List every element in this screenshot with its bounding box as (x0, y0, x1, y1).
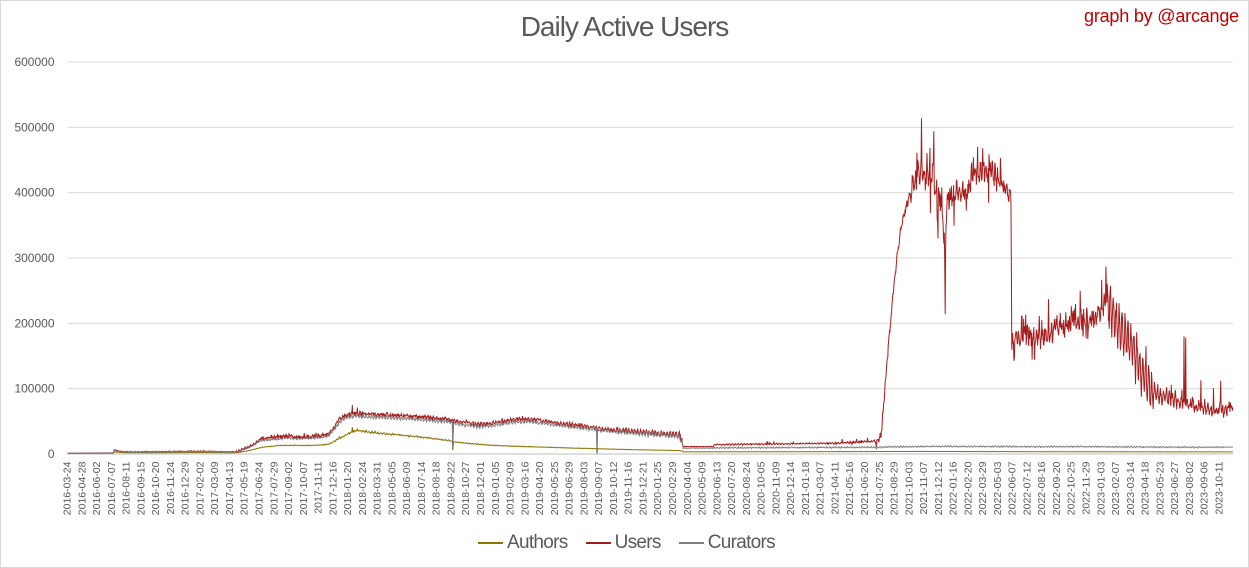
svg-text:2019-11-16: 2019-11-16 (623, 461, 635, 514)
svg-text:2021-03-07: 2021-03-07 (815, 461, 827, 515)
svg-text:600000: 600000 (14, 55, 54, 69)
svg-text:2016-04-28: 2016-04-28 (76, 461, 88, 515)
svg-text:2022-05-03: 2022-05-03 (992, 461, 1004, 515)
svg-text:2017-10-07: 2017-10-07 (298, 461, 310, 515)
svg-text:2021-07-25: 2021-07-25 (874, 461, 886, 515)
svg-text:2023-09-06: 2023-09-06 (1199, 461, 1211, 515)
svg-text:2021-08-29: 2021-08-29 (889, 461, 901, 515)
svg-text:2022-10-25: 2022-10-25 (1066, 461, 1078, 515)
svg-text:2020-02-29: 2020-02-29 (667, 461, 679, 515)
svg-text:100000: 100000 (14, 382, 54, 396)
svg-text:2017-02-02: 2017-02-02 (194, 461, 206, 515)
svg-text:2018-02-24: 2018-02-24 (357, 461, 369, 515)
svg-text:2018-08-18: 2018-08-18 (431, 461, 443, 515)
svg-text:2018-01-20: 2018-01-20 (342, 461, 354, 515)
svg-text:2020-11-09: 2020-11-09 (770, 461, 782, 514)
svg-text:300000: 300000 (14, 251, 54, 265)
svg-text:500000: 500000 (14, 120, 54, 134)
svg-text:2023-08-02: 2023-08-02 (1184, 461, 1196, 515)
svg-text:2017-03-09: 2017-03-09 (209, 461, 221, 515)
svg-text:2022-11-29: 2022-11-29 (1081, 461, 1093, 514)
svg-text:2023-01-03: 2023-01-03 (1095, 461, 1107, 515)
svg-text:2022-03-29: 2022-03-29 (977, 461, 989, 515)
svg-text:2016-07-07: 2016-07-07 (106, 461, 118, 515)
svg-text:2023-06-27: 2023-06-27 (1169, 461, 1181, 515)
svg-text:2021-12-12: 2021-12-12 (933, 461, 945, 515)
svg-text:2021-06-20: 2021-06-20 (859, 461, 871, 515)
svg-text:2023-05-23: 2023-05-23 (1154, 461, 1166, 515)
svg-text:2022-06-07: 2022-06-07 (1007, 461, 1019, 515)
svg-text:2022-02-20: 2022-02-20 (962, 461, 974, 515)
svg-text:2023-03-14: 2023-03-14 (1125, 461, 1137, 515)
svg-text:2016-03-24: 2016-03-24 (62, 461, 74, 515)
svg-text:2019-05-25: 2019-05-25 (549, 461, 561, 515)
svg-text:2021-05-16: 2021-05-16 (844, 461, 856, 515)
svg-text:2016-08-11: 2016-08-11 (121, 461, 133, 514)
svg-text:2016-06-02: 2016-06-02 (91, 461, 103, 515)
svg-text:2020-05-09: 2020-05-09 (697, 461, 709, 515)
svg-text:2021-10-03: 2021-10-03 (903, 461, 915, 515)
svg-text:2016-10-20: 2016-10-20 (150, 461, 162, 515)
svg-text:0: 0 (48, 447, 55, 461)
svg-text:2019-12-21: 2019-12-21 (638, 461, 650, 515)
svg-text:2017-06-24: 2017-06-24 (254, 461, 266, 515)
svg-text:2023-04-18: 2023-04-18 (1140, 461, 1152, 515)
svg-text:2020-04-04: 2020-04-04 (682, 461, 694, 515)
svg-text:2019-01-05: 2019-01-05 (490, 461, 502, 515)
svg-text:2018-06-09: 2018-06-09 (401, 461, 413, 515)
svg-text:2017-05-19: 2017-05-19 (239, 461, 251, 515)
svg-text:2021-01-18: 2021-01-18 (800, 461, 812, 515)
svg-text:2018-07-14: 2018-07-14 (416, 461, 428, 515)
svg-text:2022-09-20: 2022-09-20 (1051, 461, 1063, 515)
svg-text:2018-10-27: 2018-10-27 (460, 461, 472, 515)
svg-text:2019-03-16: 2019-03-16 (519, 461, 531, 515)
svg-text:2020-06-13: 2020-06-13 (711, 461, 723, 515)
svg-text:2019-04-20: 2019-04-20 (534, 461, 546, 515)
svg-text:2021-11-07: 2021-11-07 (918, 461, 930, 514)
svg-text:2019-10-12: 2019-10-12 (608, 461, 620, 515)
svg-text:2016-11-24: 2016-11-24 (165, 461, 177, 514)
svg-text:2018-09-22: 2018-09-22 (446, 461, 458, 515)
svg-text:2020-01-25: 2020-01-25 (652, 461, 664, 515)
svg-text:2023-10-11: 2023-10-11 (1213, 461, 1225, 514)
svg-text:2018-05-05: 2018-05-05 (386, 461, 398, 515)
svg-text:2019-06-29: 2019-06-29 (564, 461, 576, 515)
svg-text:2017-12-16: 2017-12-16 (327, 461, 339, 515)
svg-text:2020-08-24: 2020-08-24 (741, 461, 753, 515)
svg-text:2016-12-29: 2016-12-29 (180, 461, 192, 515)
svg-text:2020-10-05: 2020-10-05 (756, 461, 768, 515)
svg-text:2020-12-14: 2020-12-14 (785, 461, 797, 515)
svg-text:2017-04-13: 2017-04-13 (224, 461, 236, 515)
svg-text:2022-01-16: 2022-01-16 (948, 461, 960, 515)
svg-text:2019-02-09: 2019-02-09 (505, 461, 517, 515)
svg-text:2023-02-07: 2023-02-07 (1110, 461, 1122, 515)
svg-text:2019-08-03: 2019-08-03 (578, 461, 590, 515)
svg-text:2018-03-31: 2018-03-31 (372, 461, 384, 515)
svg-text:2022-08-16: 2022-08-16 (1036, 461, 1048, 515)
svg-text:2016-09-15: 2016-09-15 (135, 461, 147, 515)
svg-text:2017-07-29: 2017-07-29 (268, 461, 280, 515)
svg-text:2018-12-01: 2018-12-01 (475, 461, 487, 515)
svg-text:2019-09-07: 2019-09-07 (593, 461, 605, 515)
svg-text:2017-11-11: 2017-11-11 (313, 461, 325, 513)
svg-text:2022-07-12: 2022-07-12 (1021, 461, 1033, 515)
svg-text:200000: 200000 (14, 316, 54, 330)
svg-text:2017-09-02: 2017-09-02 (283, 461, 295, 515)
svg-text:2020-07-20: 2020-07-20 (726, 461, 738, 515)
svg-text:400000: 400000 (14, 186, 54, 200)
svg-text:2021-04-11: 2021-04-11 (829, 461, 841, 514)
